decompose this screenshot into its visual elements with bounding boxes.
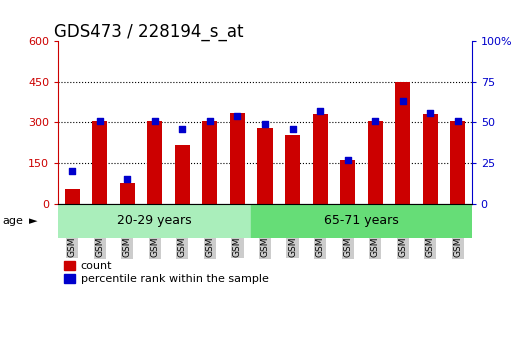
Point — [68, 168, 76, 174]
Text: ►: ► — [29, 216, 38, 226]
Bar — [202, 121, 217, 204]
Bar — [147, 121, 162, 204]
Point — [454, 118, 462, 124]
Bar — [368, 121, 383, 204]
Bar — [175, 146, 190, 204]
Point — [426, 110, 435, 116]
Bar — [423, 114, 438, 204]
Point — [371, 118, 379, 124]
Bar — [450, 121, 465, 204]
Bar — [258, 128, 272, 204]
Bar — [251, 204, 472, 238]
Legend: count, percentile rank within the sample: count, percentile rank within the sample — [64, 261, 268, 284]
Bar — [65, 189, 80, 204]
Point — [123, 177, 131, 182]
Text: GDS473 / 228194_s_at: GDS473 / 228194_s_at — [54, 23, 244, 41]
Bar — [230, 113, 245, 204]
Bar — [340, 160, 355, 204]
Bar — [120, 183, 135, 204]
Bar — [92, 121, 107, 204]
Bar — [58, 204, 251, 238]
Point — [343, 157, 352, 162]
Bar — [285, 135, 300, 204]
Point — [206, 118, 214, 124]
Point — [95, 118, 104, 124]
Point — [151, 118, 159, 124]
Point — [399, 99, 407, 104]
Text: age: age — [3, 216, 23, 226]
Text: 65-71 years: 65-71 years — [324, 214, 399, 227]
Point — [288, 126, 297, 132]
Point — [316, 108, 324, 114]
Point — [233, 113, 242, 119]
Text: 20-29 years: 20-29 years — [118, 214, 192, 227]
Bar — [395, 82, 410, 204]
Point — [178, 126, 187, 132]
Bar — [313, 114, 328, 204]
Point — [261, 121, 269, 127]
